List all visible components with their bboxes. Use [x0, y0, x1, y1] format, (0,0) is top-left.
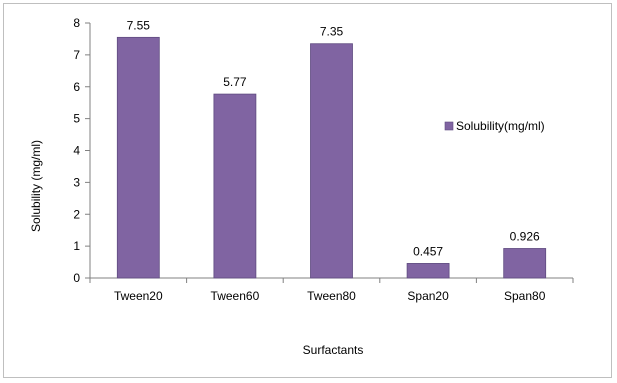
x-tick-label: Span80: [504, 289, 546, 303]
y-tick-label: 1: [73, 239, 80, 253]
legend-swatch: [444, 121, 454, 131]
data-label-span20: 0.457: [413, 244, 443, 258]
x-tick-label: Tween20: [114, 289, 163, 303]
bar-tween80: [310, 43, 353, 279]
data-label-tween60: 5.77: [223, 75, 247, 89]
x-axis-title: Surfactants: [303, 343, 364, 357]
bar-span80: [503, 248, 547, 279]
bar-span20: [406, 263, 450, 279]
y-tick-label: 3: [73, 175, 80, 189]
legend-label: Solubility(mg/ml): [456, 119, 545, 133]
x-axis: Tween20 Tween60 Tween80 Span20 Span80: [89, 277, 574, 303]
data-label-tween20: 7.55: [127, 18, 151, 32]
x-tick-label: Tween60: [211, 289, 260, 303]
bar-tween20: [116, 36, 160, 279]
legend: Solubility(mg/ml): [444, 119, 545, 133]
x-tick-label: Span20: [407, 289, 449, 303]
y-tick-label: 8: [73, 16, 80, 30]
bar-tween60: [213, 93, 257, 279]
data-labels: 7.55 5.77 7.35 0.457 0.926: [127, 18, 540, 258]
chart-frame: [3, 3, 612, 378]
y-axis: 0 1 2 3 4 5 6 7 8: [73, 16, 91, 285]
y-tick-label: 6: [73, 80, 80, 94]
y-tick-label: 2: [73, 207, 80, 221]
data-label-tween80: 7.35: [320, 25, 344, 39]
y-tick-label: 5: [73, 112, 80, 126]
y-tick-label: 4: [73, 144, 80, 158]
bars: [116, 36, 547, 279]
x-tick-label: Tween80: [307, 289, 356, 303]
data-label-span80: 0.926: [510, 229, 540, 243]
y-tick-label: 7: [73, 48, 80, 62]
y-axis-title: Solubility (mg/ml): [29, 140, 43, 232]
y-tick-label: 0: [73, 271, 80, 285]
